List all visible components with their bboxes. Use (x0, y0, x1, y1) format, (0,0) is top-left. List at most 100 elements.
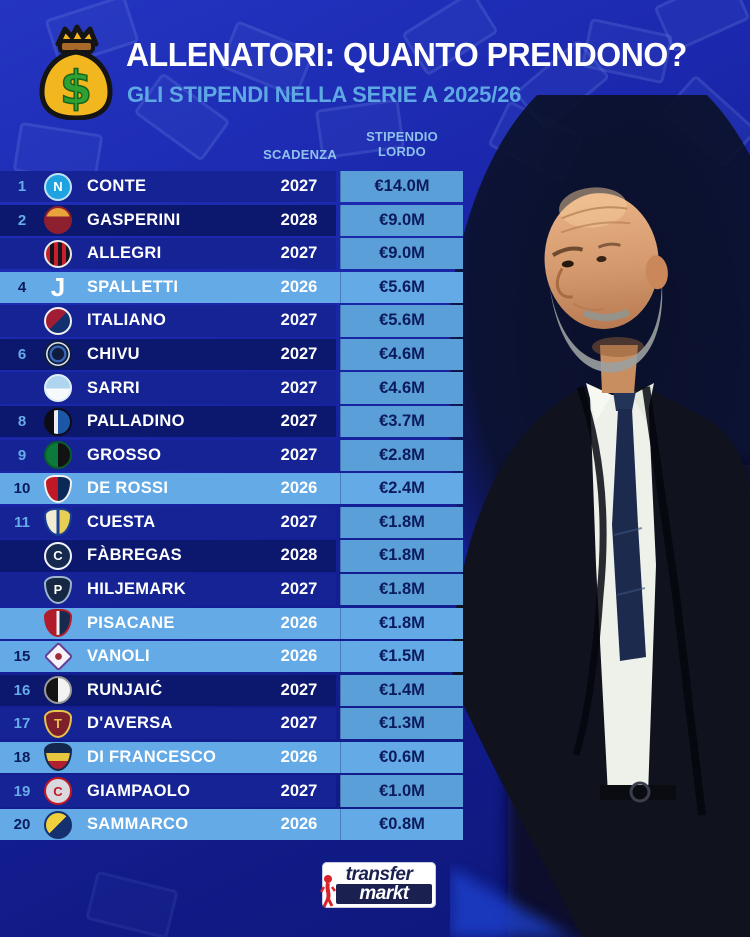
transfermarkt-logo-top-text: transfer (345, 864, 413, 885)
coach-name: HILJEMARK (87, 580, 186, 599)
table-row: 8 PALLADINO 2027 €3.7M (0, 406, 463, 438)
salary-value: €3.7M (340, 406, 463, 438)
contract-expiry: 2026 (280, 479, 318, 498)
row-band: 10 DE ROSSI 2026 (0, 473, 336, 504)
club-crest-icon-torino: T (44, 709, 72, 738)
contract-expiry: 2027 (280, 580, 318, 599)
coach-name: DI FRANCESCO (87, 747, 217, 766)
row-band: 9 GROSSO 2027 (0, 439, 336, 471)
table-row: C FÀBREGAS 2028 €1.8M (0, 540, 463, 572)
table-row: 10 DE ROSSI 2026 €2.4M (0, 473, 463, 505)
club-crest-icon-sassuolo (44, 441, 72, 470)
rank-label: 8 (17, 413, 27, 431)
table-row: 9 GROSSO 2027 €2.8M (0, 439, 463, 471)
salary-value: €14.0M (340, 171, 463, 203)
rank-label: 16 (13, 681, 31, 699)
salary-value: €2.4M (340, 473, 463, 505)
club-crest-icon-milan (44, 239, 72, 268)
contract-expiry: 2027 (280, 512, 318, 531)
club-crest-icon-verona (44, 810, 72, 839)
rank-label: 4 (17, 278, 27, 296)
coach-name: GIAMPAOLO (87, 781, 191, 800)
coach-name: SAMMARCO (87, 815, 189, 834)
money-bag-icon: $ (39, 24, 113, 120)
coach-name: RUNJAIĆ (87, 680, 163, 699)
club-crest-icon-udinese (44, 676, 72, 705)
coach-name: DE ROSSI (87, 479, 169, 498)
coach-name: SPALLETTI (87, 277, 179, 296)
row-band: 4 J SPALLETTI 2026 (0, 272, 336, 303)
table-row: 17 T D'AVERSA 2027 €1.3M (0, 708, 463, 740)
row-band: ALLEGRI 2027 (0, 238, 336, 270)
page-title: ALLENATORI: QUANTO PRENDONO? (126, 36, 687, 73)
salary-value: €1.8M (340, 506, 463, 538)
salary-value: €0.8M (340, 808, 463, 841)
row-band: ITALIANO 2027 (0, 305, 336, 337)
table-row: 11 CUESTA 2027 €1.8M (0, 506, 463, 538)
row-band: C FÀBREGAS 2028 (0, 540, 336, 572)
page-subtitle: GLI STIPENDI NELLA SERIE A 2025/26 (127, 82, 522, 107)
club-crest-icon-juventus: J (44, 273, 72, 301)
column-header-stipendio-lordo: STIPENDIO LORDO (346, 129, 458, 159)
coach-photo (444, 55, 750, 937)
club-crest-icon-inter (44, 340, 72, 369)
coach-name: D'AVERSA (87, 714, 173, 733)
contract-expiry: 2027 (280, 714, 318, 733)
crest-letter: C (53, 548, 63, 564)
coach-name: CONTE (87, 177, 147, 196)
contract-expiry: 2027 (280, 378, 318, 397)
coach-name: ALLEGRI (87, 244, 162, 263)
table-row: 2 GASPERINI 2028 €9.0M (0, 204, 463, 236)
svg-text:$: $ (60, 61, 92, 115)
table-row: ALLEGRI 2027 €9.0M (0, 238, 463, 270)
coach-name: VANOLI (87, 647, 150, 666)
rank-label: 2 (17, 211, 27, 229)
column-header-stipendio-line1: STIPENDIO (366, 129, 438, 144)
table-row: 19 C GIAMPAOLO 2027 €1.0M (0, 775, 463, 807)
money-bill-pattern (85, 870, 179, 937)
transfermarkt-logo: transfer markt (320, 862, 436, 908)
row-band: 1 N CONTE 2027 (0, 171, 336, 203)
club-crest-icon-bologna (44, 306, 72, 335)
salary-value: €1.8M (340, 573, 463, 606)
contract-expiry: 2026 (280, 613, 318, 632)
club-crest-icon-parma (44, 508, 72, 537)
rank-label: 18 (13, 748, 31, 766)
salary-value: €2.8M (340, 439, 463, 471)
club-crest-icon-fiorentina (43, 641, 73, 672)
contract-expiry: 2026 (280, 815, 318, 834)
table-row: ITALIANO 2027 €5.6M (0, 305, 463, 337)
rank-label: 10 (13, 480, 31, 498)
coach-name: SARRI (87, 378, 140, 397)
table-row: 16 RUNJAIĆ 2027 €1.4M (0, 674, 463, 706)
salary-value: €1.8M (340, 607, 463, 639)
salary-value: €1.0M (340, 775, 463, 807)
row-band: 8 PALLADINO 2027 (0, 406, 336, 438)
rank-label: 6 (17, 345, 27, 363)
salary-value: €1.5M (340, 641, 463, 673)
coach-name: FÀBREGAS (87, 546, 182, 565)
coach-name: PALLADINO (87, 412, 185, 431)
salary-value: €5.6M (340, 305, 463, 337)
rank-label: 19 (13, 782, 31, 800)
contract-expiry: 2027 (280, 244, 318, 263)
table-row: SARRI 2027 €4.6M (0, 372, 463, 404)
contract-expiry: 2027 (280, 344, 318, 363)
table-row: P HILJEMARK 2027 €1.8M (0, 573, 463, 606)
club-crest-icon-roma (44, 206, 72, 235)
row-band: SARRI 2027 (0, 372, 336, 404)
club-crest-icon-cagliari (44, 609, 72, 638)
crest-letter: T (54, 716, 62, 732)
coach-name: ITALIANO (87, 311, 167, 330)
coach-name: GASPERINI (87, 210, 181, 229)
row-band: 11 CUESTA 2027 (0, 506, 336, 538)
crest-letter: N (53, 179, 63, 195)
salary-value: €4.6M (340, 338, 463, 371)
salary-value: €5.6M (340, 271, 463, 303)
table-row: 15 VANOLI 2026 €1.5M (0, 641, 463, 673)
contract-expiry: 2027 (280, 311, 318, 330)
salary-value: €1.8M (340, 540, 463, 572)
rank-label: 15 (13, 648, 31, 666)
club-crest-icon-lecce (44, 743, 72, 772)
salary-value: €1.3M (340, 708, 463, 740)
